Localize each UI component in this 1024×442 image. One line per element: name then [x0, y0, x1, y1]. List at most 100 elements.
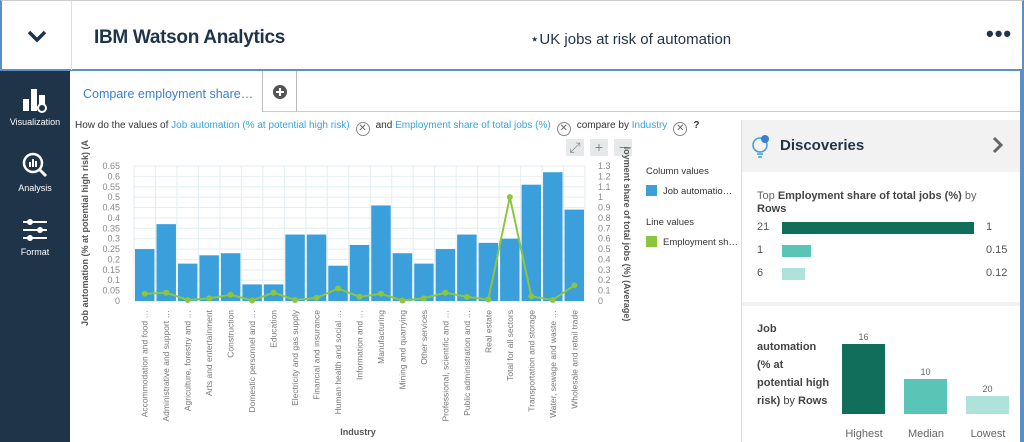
range-bar-highest[interactable]	[842, 344, 885, 414]
bar-3	[177, 263, 198, 301]
top-row-bar[interactable]	[782, 222, 974, 234]
add-tab-button[interactable]	[262, 71, 297, 112]
sidebar-item-format[interactable]: Format	[0, 217, 70, 257]
line-point-15	[442, 289, 449, 296]
remove-field3-icon[interactable]: ✕	[673, 122, 688, 136]
line-point-20	[549, 296, 556, 303]
bar-5	[220, 253, 241, 301]
discovery-card-top[interactable]: Top Employment share of total jobs (%) b…	[742, 172, 1021, 302]
row-id: 21	[757, 221, 770, 233]
range-bar-label: Highest	[845, 428, 883, 440]
x-tick-label: Information and …	[355, 310, 365, 380]
discoveries-title: Discoveries	[780, 137, 865, 154]
app-title: IBM Watson Analytics	[94, 27, 286, 48]
y-tick-left: 0.6	[107, 171, 120, 181]
zoom-out-icon[interactable]: −	[614, 139, 632, 156]
sidebar: Visualization Analysis Format	[0, 71, 70, 442]
x-tick-label: Arts and entertainment	[204, 309, 214, 396]
line-point-8	[292, 296, 299, 303]
y-tick-right: 0.3	[598, 265, 611, 275]
field-industry[interactable]: Industry	[631, 120, 668, 131]
line-point-4	[206, 295, 213, 302]
help-icon[interactable]: ?	[693, 120, 700, 131]
zoom-in-icon[interactable]: +	[590, 139, 608, 156]
sidebar-item-label: Analysis	[18, 183, 52, 193]
row-value: 0.15	[986, 244, 1008, 256]
top-row-bar[interactable]	[782, 245, 811, 257]
y-tick-right: 0.5	[598, 244, 611, 254]
x-tick-label: Education	[269, 310, 279, 348]
y-tick-right: 0.2	[598, 275, 611, 285]
sidebar-item-label: Format	[20, 247, 50, 257]
remove-field1-icon[interactable]: ✕	[355, 122, 370, 136]
line-point-1	[141, 290, 148, 297]
line-point-16	[463, 293, 470, 300]
chevron-right-icon[interactable]	[992, 136, 1004, 154]
sliders-icon	[23, 219, 47, 241]
app-header: IBM Watson Analytics ⋆UK jobs at risk of…	[0, 0, 1024, 71]
field-employment-share[interactable]: Employment share of total jobs (%)	[395, 120, 551, 131]
x-tick-label: Real estate	[483, 310, 493, 353]
sidebar-item-label: Visualization	[9, 117, 61, 127]
line-point-5	[227, 291, 234, 298]
window-border	[1020, 71, 1024, 442]
x-tick-label: Domestic personnel and …	[247, 310, 257, 413]
combo-chart: 00.050.10.150.20.250.30.350.40.450.50.55…	[80, 140, 632, 437]
y-tick-left: 0	[115, 296, 120, 306]
y-tick-right: 0.8	[598, 213, 611, 223]
bar-2	[156, 224, 176, 301]
y-tick-left: 0.3	[107, 234, 120, 244]
line-point-6	[249, 297, 256, 304]
x-tick-label: Other services	[419, 310, 429, 365]
bar-19	[521, 184, 542, 301]
y-tick-right: 0.7	[598, 223, 611, 233]
range-bar-median[interactable]	[904, 379, 947, 414]
bar-20	[543, 172, 563, 301]
bar-4	[199, 255, 219, 301]
y-tick-right: 1.3	[598, 161, 611, 171]
legend-label: Employment sh…	[663, 237, 738, 248]
y-tick-left: 0.65	[102, 161, 120, 171]
line-point-19	[528, 293, 535, 300]
document-title[interactable]: ⋆UK jobs at risk of automation	[530, 31, 732, 48]
range-bar-lowest[interactable]	[966, 396, 1009, 414]
more-options-button[interactable]: •••	[986, 21, 1013, 46]
x-tick-label: Agriculture, forestry and …	[183, 310, 193, 411]
y-tick-left: 0.55	[102, 182, 120, 192]
y-tick-right: 0	[598, 296, 603, 306]
line-point-12	[377, 290, 384, 297]
remove-field2-icon[interactable]: ✕	[556, 122, 571, 136]
top-row-bar[interactable]	[782, 268, 806, 280]
y-tick-left: 0.5	[107, 192, 120, 202]
range-bar-row: 16	[858, 332, 869, 342]
x-tick-label: Electricity and gas supply	[290, 309, 300, 406]
y-tick-left: 0.25	[102, 244, 120, 254]
legend-item-job-automation[interactable]: Job automatio…	[646, 185, 738, 197]
x-axis-title: Industry	[340, 427, 376, 437]
bar-12	[371, 205, 391, 301]
y-tick-left: 0.2	[107, 254, 120, 264]
line-point-21	[571, 282, 578, 289]
menu-toggle-button[interactable]	[2, 1, 72, 70]
tab-compare-employment[interactable]: Compare employment share…	[70, 71, 262, 112]
x-tick-label: Professional, scientific and …	[440, 310, 450, 422]
row-value: 0.12	[986, 267, 1008, 279]
expand-icon[interactable]: ⤢	[566, 139, 584, 156]
line-point-11	[356, 293, 363, 300]
x-tick-label: Public administration and …	[462, 310, 472, 416]
y-tick-left: 0.4	[107, 213, 120, 223]
discovery-card-range[interactable]: Job automation (% at potential high risk…	[742, 306, 1021, 442]
bar-15	[435, 249, 456, 301]
sidebar-item-visualization[interactable]: Visualization	[0, 87, 70, 127]
bar-17	[478, 242, 499, 301]
discoveries-panel: Discoveries Top Employment share of tota…	[741, 120, 1021, 442]
bar-8	[285, 234, 305, 301]
bar-9	[306, 234, 327, 301]
question-bar: How do the values of Job automation (% a…	[75, 120, 699, 136]
field-job-automation[interactable]: Job automation (% at potential high risk…	[171, 120, 350, 131]
bar-18	[500, 238, 520, 301]
legend-item-employment-share[interactable]: Employment sh…	[646, 236, 738, 248]
sidebar-item-analysis[interactable]: Analysis	[0, 151, 70, 193]
x-tick-label: Financial and insurance	[312, 310, 322, 400]
x-tick-label: Accommodation and food …	[140, 310, 150, 417]
